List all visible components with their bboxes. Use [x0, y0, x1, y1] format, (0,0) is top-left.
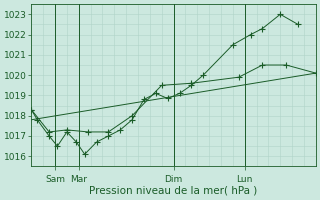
X-axis label: Pression niveau de la mer( hPa ): Pression niveau de la mer( hPa ) — [90, 186, 258, 196]
